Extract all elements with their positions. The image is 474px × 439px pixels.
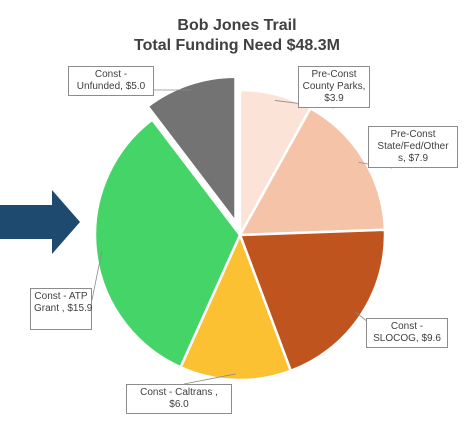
data-label-line: $6.0 <box>169 399 189 410</box>
pie-slice-pre-const-state-fed-other-s-7-9 <box>238 107 387 237</box>
data-label-const-caltrans: Const - Caltrans , $6.0 <box>126 384 232 414</box>
data-label-line: Const - <box>94 69 128 80</box>
pointer-arrow-icon <box>0 190 80 254</box>
data-label-line: Const - <box>390 321 424 332</box>
data-label-line: Pre-Const <box>390 129 436 140</box>
data-label-const-atp-grant: Const - ATP Grant , $15.9 <box>30 288 92 330</box>
data-label-line: County Parks, <box>302 81 366 92</box>
leader-line <box>91 250 103 301</box>
data-label-line: $3.9 <box>324 93 344 104</box>
data-label-line: s, $7.9 <box>397 153 429 164</box>
pie-slice-const-unfunded-5-0 <box>146 75 237 223</box>
data-label-pre-const-county-parks: Pre-Const County Parks, $3.9 <box>298 66 370 108</box>
leader-line <box>183 373 236 385</box>
chart-subtitle: Total Funding Need $48.3M <box>134 37 340 54</box>
pie-slices <box>93 75 387 382</box>
data-label-const-slocog: Const - SLOCOG, $9.6 <box>366 318 448 348</box>
pie-slice-const-slocog-9-6 <box>238 228 387 373</box>
pie-slice-const-atp-grant-15-9 <box>93 118 242 369</box>
data-label-line: SLOCOG, $9.6 <box>373 333 441 344</box>
data-label-line: State/Fed/Other <box>377 141 449 152</box>
data-label-line: Unfunded, $5.0 <box>76 81 146 92</box>
leader-line <box>355 311 369 323</box>
data-label-line: Const - ATP <box>34 291 88 302</box>
data-label-const-unfunded: Const - Unfunded, $5.0 <box>68 66 154 96</box>
data-label-line: Pre-Const <box>311 69 357 80</box>
chart-title-block: Bob Jones Trail Total Funding Need $48.3… <box>0 16 474 56</box>
data-label-pre-const-state-fed-others: Pre-Const State/Fed/Other s, $7.9 <box>368 126 458 168</box>
chart-title: Bob Jones Trail <box>177 17 297 34</box>
data-label-line: Grant , $15.9 <box>34 303 93 314</box>
pie-slice-const-caltrans-6-0 <box>179 233 293 382</box>
data-label-line: Const - Caltrans , <box>140 387 218 398</box>
